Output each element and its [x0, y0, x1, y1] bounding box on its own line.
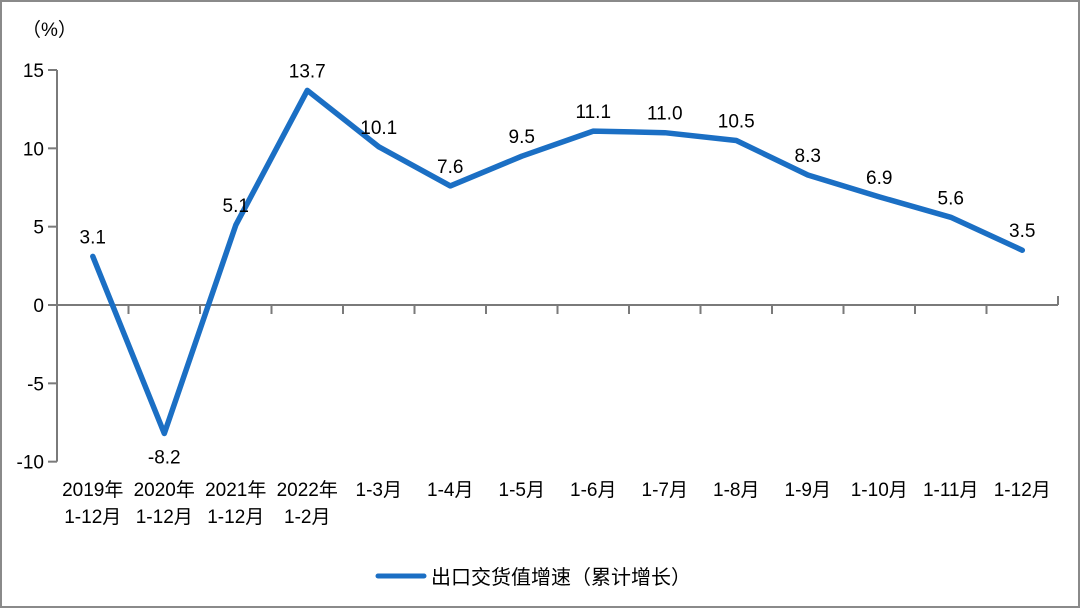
data-label: 5.6 — [938, 188, 964, 209]
x-category-label: 2020年 — [134, 479, 195, 501]
x-category-label: 2021年 — [205, 479, 266, 501]
y-axis-unit-label: （%） — [22, 19, 77, 41]
y-tick-label: -5 — [27, 374, 44, 395]
data-label: 11.1 — [575, 102, 611, 123]
y-tick-label: 15 — [23, 61, 44, 82]
y-tick-label: 0 — [33, 296, 44, 317]
data-labels: 3.1 -8.2 5.1 13.7 10.1 7.6 9.5 11.1 11.0 10.5 8.3 6… — [80, 61, 1036, 468]
x-category-label: 1-12月 — [136, 507, 193, 528]
series-polyline — [90, 87, 1026, 437]
x-category-label: 1-2月 — [284, 507, 330, 528]
data-label: 8.3 — [795, 146, 821, 167]
data-label: 7.6 — [437, 157, 463, 178]
x-category-label: 1-4月 — [427, 480, 473, 501]
x-category-label: 1-11月 — [923, 480, 979, 501]
series-line — [90, 87, 1026, 437]
data-label: 3.5 — [1009, 221, 1035, 242]
data-label: 11.0 — [647, 104, 683, 125]
y-tick-label: -10 — [17, 453, 44, 474]
x-category-label: 1-7月 — [642, 480, 688, 501]
data-label: 5.1 — [223, 196, 249, 217]
legend-label: 出口交货值增速（累计增长） — [431, 566, 691, 589]
y-tick-label: 5 — [33, 218, 44, 239]
x-category-label: 1-3月 — [356, 480, 402, 501]
data-label: 3.1 — [80, 227, 106, 248]
x-category-label: 2022年 — [277, 479, 338, 501]
x-category-label: 1-12月 — [64, 507, 121, 528]
x-category-label: 2019年 — [62, 479, 123, 501]
data-label: 6.9 — [866, 168, 892, 189]
data-label: 9.5 — [509, 127, 535, 148]
data-label: 10.5 — [718, 112, 755, 133]
x-category-label: 1-10月 — [851, 480, 908, 501]
data-label: -8.2 — [148, 447, 181, 468]
x-category-label: 1-6月 — [570, 480, 616, 501]
data-label: 13.7 — [289, 61, 326, 82]
x-category-label: 1-8月 — [713, 480, 759, 501]
x-category-label: 1-12月 — [207, 507, 264, 528]
data-label: 10.1 — [360, 118, 397, 139]
axes: 15 10 5 0 -5 -10 2019年 1-12月 2020年 1-12月 2021年 1-12… — [17, 61, 1059, 528]
x-category-label: 1-5月 — [499, 480, 545, 501]
x-category-label: 1-12月 — [994, 480, 1051, 501]
y-tick-label: 10 — [23, 139, 44, 160]
x-category-label: 1-9月 — [785, 480, 831, 501]
legend: 出口交货值增速（累计增长） — [375, 566, 691, 589]
